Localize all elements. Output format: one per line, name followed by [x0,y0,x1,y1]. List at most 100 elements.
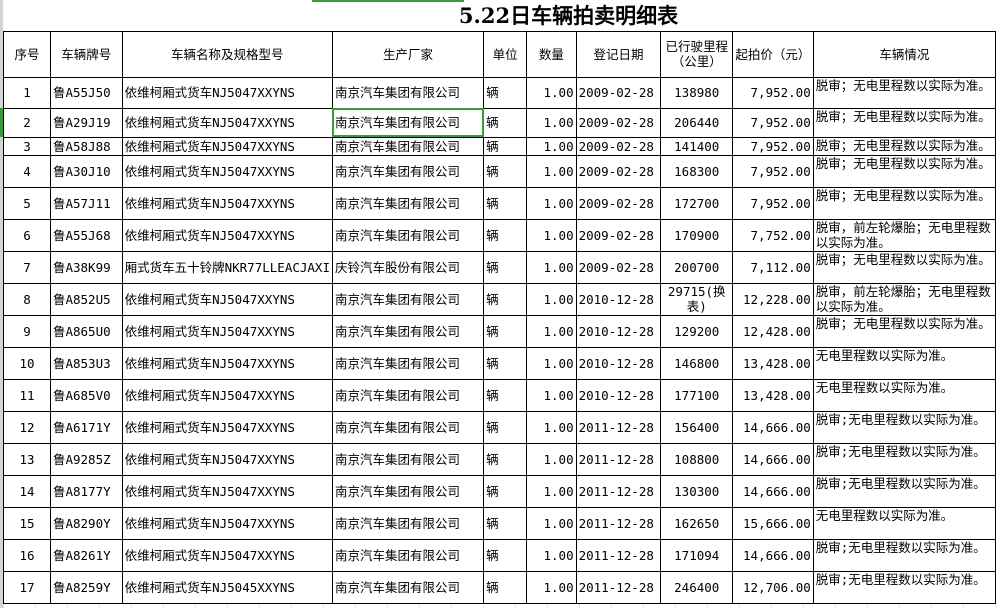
cell-manufacturer[interactable]: 庆铃汽车股份有限公司 [331,250,485,284]
cell-mileage[interactable]: 177100 [660,378,734,412]
cell-quantity[interactable]: 1.00 [526,346,577,380]
cell-seq[interactable]: 5 [3,186,51,220]
cell-model[interactable]: 依维柯厢式货车NJ5047XXYNS [121,218,333,252]
cell-start-price[interactable]: 7,952.00 [732,154,814,188]
cell-condition[interactable]: 脱审；无电里程数以实际为准。 [812,186,996,220]
cell-start-price[interactable]: 7,952.00 [732,107,814,138]
cell-quantity[interactable]: 1.00 [526,538,577,572]
cell-start-price[interactable]: 7,952.00 [732,186,814,220]
cell-seq[interactable]: 13 [3,442,51,476]
cell-model[interactable]: 依维柯厢式货车NJ5047XXYNS [121,314,333,348]
cell-reg-date[interactable]: 2011-12-28 [575,506,662,540]
cell-reg-date[interactable]: 2009-02-28 [575,154,662,188]
cell-reg-date[interactable]: 2011-12-28 [575,570,662,604]
cell-seq[interactable]: 16 [3,538,51,572]
cell-quantity[interactable]: 1.00 [526,410,577,444]
cell-quantity[interactable]: 1.00 [526,570,577,604]
cell-mileage[interactable]: 246400 [660,570,734,604]
cell-start-price[interactable]: 13,428.00 [732,346,814,380]
header-col-plate[interactable]: 车辆牌号 [49,30,123,78]
cell-plate[interactable]: 鲁A38K99 [49,250,123,284]
cell-condition[interactable]: 脱审；无电里程数以实际为准。 [812,136,996,156]
cell-seq[interactable]: 11 [3,378,51,412]
cell-unit[interactable]: 辆 [483,154,528,188]
cell-unit[interactable]: 辆 [483,410,528,444]
cell-condition[interactable]: 脱审;无电里程数以实际为准。 [812,570,996,604]
cell-model[interactable]: 依维柯厢式货车NJ5047XXYNS [121,107,333,138]
cell-mileage[interactable]: 172700 [660,186,734,220]
cell-plate[interactable]: 鲁A55J50 [49,76,123,109]
cell-plate[interactable]: 鲁A865U0 [49,314,123,348]
header-col-seq[interactable]: 序号 [3,30,51,78]
cell-plate[interactable]: 鲁A853U3 [49,346,123,380]
cell-reg-date[interactable]: 2009-02-28 [575,136,662,156]
cell-seq[interactable]: 15 [3,506,51,540]
cell-condition[interactable]: 脱审;无电里程数以实际为准。 [812,474,996,508]
cell-model[interactable]: 依维柯厢式货车NJ5047XXYNS [121,346,333,380]
cell-unit[interactable]: 辆 [483,474,528,508]
cell-mileage[interactable]: 141400 [660,136,734,156]
cell-manufacturer[interactable]: 南京汽车集团有限公司 [331,378,485,412]
cell-unit[interactable]: 辆 [483,506,528,540]
cell-seq[interactable]: 2 [3,107,51,138]
cell-model[interactable]: 依维柯厢式货车NJ5047XXYNS [121,154,333,188]
cell-unit[interactable]: 辆 [483,282,528,316]
cell-mileage[interactable]: 156400 [660,410,734,444]
cell-start-price[interactable]: 7,952.00 [732,76,814,109]
cell-start-price[interactable]: 7,952.00 [732,136,814,156]
cell-manufacturer[interactable]: 南京汽车集团有限公司 [331,218,485,252]
cell-model[interactable]: 依维柯厢式货车NJ5047XXYNS [121,538,333,572]
cell-quantity[interactable]: 1.00 [526,154,577,188]
cell-quantity[interactable]: 1.00 [526,474,577,508]
cell-reg-date[interactable]: 2011-12-28 [575,410,662,444]
cell-condition[interactable]: 脱审；无电里程数以实际为准。 [812,154,996,188]
cell-mileage[interactable]: 129200 [660,314,734,348]
cell-seq[interactable]: 14 [3,474,51,508]
cell-plate[interactable]: 鲁A8261Y [49,538,123,572]
cell-start-price[interactable]: 12,428.00 [732,314,814,348]
cell-start-price[interactable]: 7,752.00 [732,218,814,252]
cell-quantity[interactable]: 1.00 [526,314,577,348]
cell-seq[interactable]: 9 [3,314,51,348]
cell-mileage[interactable]: 130300 [660,474,734,508]
cell-unit[interactable]: 辆 [483,378,528,412]
cell-quantity[interactable]: 1.00 [526,107,577,138]
cell-quantity[interactable]: 1.00 [526,76,577,109]
cell-unit[interactable]: 辆 [483,136,528,156]
cell-model[interactable]: 依维柯厢式货车NJ5047XXYNS [121,282,333,316]
header-col-model[interactable]: 车辆名称及规格型号 [121,30,333,78]
cell-model[interactable]: 依维柯厢式货车NJ5047XXYNS [121,76,333,109]
cell-condition[interactable]: 脱审；无电里程数以实际为准。 [812,314,996,348]
cell-seq[interactable]: 8 [3,282,51,316]
cell-start-price[interactable]: 12,228.00 [732,282,814,316]
cell-quantity[interactable]: 1.00 [526,186,577,220]
cell-condition[interactable]: 脱审，前左轮爆胎；无电里程数以实际为准。 [812,218,996,252]
cell-mileage[interactable]: 200700 [660,250,734,284]
cell-unit[interactable]: 辆 [483,538,528,572]
cell-manufacturer[interactable]: 南京汽车集团有限公司 [331,154,485,188]
cell-reg-date[interactable]: 2011-12-28 [575,442,662,476]
cell-quantity[interactable]: 1.00 [526,506,577,540]
cell-plate[interactable]: 鲁A9285Z [49,442,123,476]
cell-plate[interactable]: 鲁A8290Y [49,506,123,540]
cell-unit[interactable]: 辆 [483,570,528,604]
cell-seq[interactable]: 17 [3,570,51,604]
header-col-mileage[interactable]: 已行驶里程（公里） [660,30,734,78]
cell-mileage[interactable]: 108800 [660,442,734,476]
cell-start-price[interactable]: 14,666.00 [732,538,814,572]
cell-manufacturer[interactable]: 南京汽车集团有限公司 [331,346,485,380]
cell-reg-date[interactable]: 2009-02-28 [575,107,662,138]
cell-plate[interactable]: 鲁A55J68 [49,218,123,252]
cell-manufacturer[interactable]: 南京汽车集团有限公司 [331,186,485,220]
cell-unit[interactable]: 辆 [483,442,528,476]
cell-reg-date[interactable]: 2010-12-28 [575,378,662,412]
header-col-condition[interactable]: 车辆情况 [812,30,996,78]
cell-plate[interactable]: 鲁A685V0 [49,378,123,412]
cell-start-price[interactable]: 7,112.00 [732,250,814,284]
cell-condition[interactable]: 脱审；无电里程数以实际为准。 [812,107,996,138]
cell-quantity[interactable]: 1.00 [526,218,577,252]
cell-reg-date[interactable]: 2009-02-28 [575,218,662,252]
cell-seq[interactable]: 4 [3,154,51,188]
cell-unit[interactable]: 辆 [483,314,528,348]
cell-seq[interactable]: 12 [3,410,51,444]
